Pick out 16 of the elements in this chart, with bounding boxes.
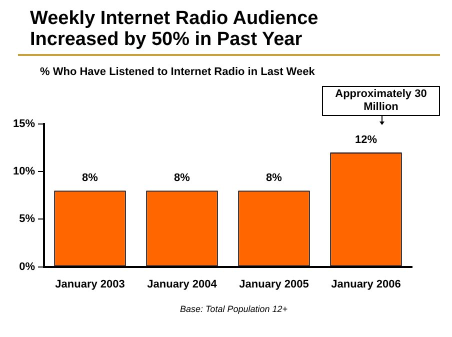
x-tick-label: January 2005 [239, 278, 309, 290]
x-tick-label: January 2004 [147, 278, 218, 290]
x-tick-label: January 2006 [331, 278, 401, 290]
y-tick-label: 10% [12, 166, 36, 178]
data-label: 8% [174, 172, 190, 184]
y-tick-label: 5% [19, 213, 36, 226]
text: Base: Total Population 12+ [180, 304, 288, 314]
x-tick-label: January 2003 [55, 278, 125, 290]
data-label: 8% [82, 172, 98, 184]
y-tick-label: 0% [19, 260, 36, 273]
chart-title: Weekly Internet Radio Audience Increased by 50% in Past Year [30, 8, 320, 50]
text: Approximately 30 Million [322, 86, 440, 116]
chart-subtitle: % Who Have Listened to Internet Radio in Last Week [40, 66, 315, 78]
data-label: 12% [354, 134, 378, 146]
y-tick-label: 15% [12, 118, 36, 130]
data-label: 8% [266, 172, 282, 184]
